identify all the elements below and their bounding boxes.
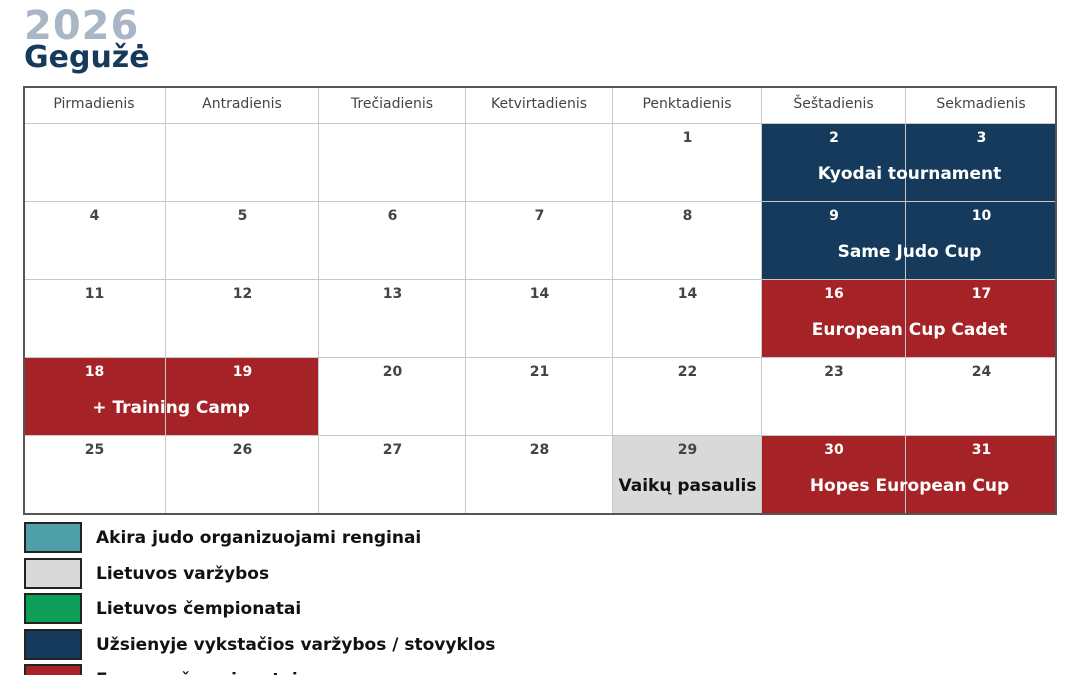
- day-number: 9: [829, 208, 839, 224]
- day-cell: [23, 124, 166, 202]
- day-cell: [466, 124, 613, 202]
- day-number: 21: [529, 364, 550, 380]
- legend-swatch: [24, 593, 82, 624]
- day-number: 29: [677, 442, 698, 458]
- day-number: 13: [382, 286, 403, 302]
- month: Gegužė: [24, 40, 150, 75]
- legend-label: Akira judo organizuojami renginai: [96, 528, 422, 548]
- event-label: + Training Camp: [92, 398, 250, 418]
- day-number: 22: [677, 364, 698, 380]
- event-label: Kyodai tournament: [817, 164, 1002, 184]
- day-cell: [466, 436, 613, 514]
- event-label: Vaikų pasaulis: [618, 476, 757, 496]
- event-label: Hopes European Cup: [809, 476, 1010, 496]
- legend-swatch: [24, 557, 82, 589]
- weekday-header: Ketvirtadienis: [466, 86, 613, 124]
- weekday-header: Pirmadienis: [23, 86, 166, 124]
- day-number: 31: [971, 442, 992, 458]
- day-cell: [166, 202, 319, 280]
- legend-label: Lietuvos varžybos: [96, 563, 270, 584]
- day-number: 24: [971, 364, 992, 380]
- day-number: 19: [232, 364, 253, 380]
- day-cell: [166, 124, 319, 202]
- weekday-header: Penktadienis: [613, 86, 762, 124]
- day-cell: [613, 124, 762, 202]
- day-number: 20: [382, 364, 403, 380]
- day-cell: [166, 358, 319, 436]
- day-number: 18: [84, 364, 105, 380]
- day-number: 17: [971, 286, 992, 302]
- day-cell: [466, 202, 613, 280]
- day-number: 12: [232, 286, 253, 302]
- weekday-header: Trečiadienis: [319, 86, 466, 124]
- legend-label: Lietuvos čempionatai: [96, 599, 302, 619]
- day-cell: [23, 202, 166, 280]
- day-number: 26: [232, 442, 253, 458]
- day-cell: [762, 202, 906, 280]
- day-number: 30: [824, 442, 844, 458]
- weekday-header: Šeštadienis: [762, 86, 906, 124]
- day-number: 16: [824, 286, 844, 302]
- day-cell: [906, 202, 1057, 280]
- day-cell: [906, 436, 1057, 514]
- day-number: 23: [824, 364, 844, 380]
- day-cell: [23, 436, 166, 514]
- day-number: 6: [387, 208, 398, 224]
- day-cell: [762, 124, 906, 202]
- day-number: 4: [89, 208, 100, 224]
- weekday-header: Sekmadienis: [906, 86, 1057, 124]
- day-cell: [319, 436, 466, 514]
- weekday-header: Antradienis: [166, 86, 319, 124]
- day-cell: [319, 358, 466, 436]
- legend-swatch: [24, 664, 82, 675]
- day-number: 5: [237, 208, 248, 224]
- day-cell: [466, 358, 613, 436]
- day-number: 27: [382, 442, 403, 458]
- day-cell: [762, 436, 906, 514]
- day-number: 14: [529, 286, 550, 302]
- day-cell: [613, 358, 762, 436]
- day-number: 2: [829, 130, 839, 146]
- day-cell: [23, 358, 166, 436]
- day-number: 1: [682, 130, 693, 146]
- day-cell: [906, 358, 1057, 436]
- day-number: 3: [976, 130, 987, 146]
- day-number: 14: [677, 286, 698, 302]
- legend-label: Europos čempionatai: [96, 665, 298, 675]
- legend-label: Užsienyje vykstačios varžybos / stovyklo…: [96, 634, 496, 655]
- event-label: European Cup Cadet: [811, 320, 1008, 340]
- day-number: 11: [84, 286, 105, 302]
- day-cell: [23, 280, 166, 358]
- day-cell: [466, 280, 613, 358]
- day-cell: [613, 202, 762, 280]
- day-number: 25: [84, 442, 105, 458]
- day-cell: [319, 202, 466, 280]
- day-cell: [319, 280, 466, 358]
- day-cell: [762, 280, 906, 358]
- day-number: 10: [971, 208, 992, 224]
- day-cell: [319, 124, 466, 202]
- day-number: 7: [534, 208, 545, 224]
- day-number: 8: [682, 208, 693, 224]
- day-cell: [613, 280, 762, 358]
- day-cell: [762, 358, 906, 436]
- day-cell: [166, 280, 319, 358]
- event-label: Same Judo Cup: [837, 242, 982, 262]
- legend-swatch: [24, 522, 82, 553]
- legend-swatch: [24, 628, 82, 660]
- year: 2026: [24, 3, 140, 49]
- day-cell: [613, 436, 762, 514]
- day-number: 28: [529, 442, 550, 458]
